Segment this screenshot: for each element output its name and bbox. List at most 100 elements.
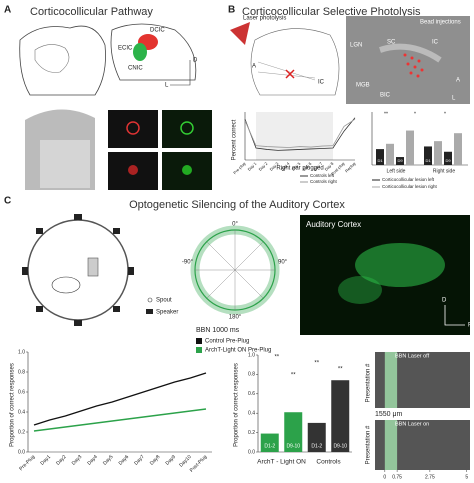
cortex-fluor (355, 243, 445, 287)
y-tick-label: 0.2 (248, 430, 255, 436)
fluor-image (162, 110, 212, 148)
polar-label: 0° (232, 222, 238, 228)
cnic-region (133, 43, 147, 61)
legend-label: Corticocollicular lesion left (382, 177, 435, 182)
x-tick-label: Day 3 (269, 160, 280, 171)
x-tick-label: 0 (383, 474, 386, 480)
band (256, 112, 333, 160)
x-tick-label: Day 2 (258, 160, 269, 171)
x-tick-label: 5 (465, 474, 468, 480)
x-tick-label: Day 8 (324, 160, 335, 171)
bar-label: D1-2 (311, 443, 322, 449)
band-label: Right ear plugged (276, 166, 323, 172)
image-label: Auditory Cortex (306, 220, 361, 229)
panel-letter: A (4, 5, 11, 16)
speaker-icon (146, 309, 153, 314)
photo-label: SC (387, 40, 396, 46)
x-tick-label: Day3 (71, 454, 84, 467)
compass (444, 305, 465, 326)
animal (51, 276, 81, 294)
axis-title: Proportion of correct responses (10, 363, 16, 447)
brain-diagram (250, 28, 340, 96)
significance: ** (291, 373, 296, 379)
panel-title: Optogenetic Silencing of the Auditory Co… (129, 199, 345, 211)
bar (284, 412, 303, 452)
y-tick-label: 0.4 (248, 411, 255, 417)
panel-title: Corticocollicular Selective Photolysis (242, 6, 421, 18)
legend-swatch (196, 338, 202, 344)
photo-label: LGN (350, 43, 362, 49)
legend-label: ArchT-Light ON Pre-Plug (205, 348, 271, 354)
bar-label: D9 (445, 158, 451, 163)
bar-label: D9 (397, 158, 403, 163)
axis-title: Presentation # (366, 425, 372, 464)
significance: ** (274, 355, 279, 361)
bar (386, 143, 394, 165)
axis-title: Proportion of correct responses (234, 363, 240, 447)
legend-label: Controls right (310, 179, 338, 184)
ic-outline (110, 23, 197, 81)
diagram-label: Laser photolysis (243, 16, 286, 22)
polar-grid (195, 230, 275, 310)
panel-title: Corticocollicular Pathway (30, 6, 153, 18)
significance: ** (384, 111, 388, 117)
y-tick-label: 0.6 (248, 391, 255, 397)
x-tick-label: Day 6 (302, 160, 313, 171)
bead-injections (403, 53, 424, 78)
bar-label: D9-10 (286, 443, 300, 449)
bar (434, 141, 442, 165)
micrograph-inset (40, 140, 90, 188)
stimulus-label: BBN 1000 ms (196, 327, 240, 334)
x-tick-label: Day 1 (247, 160, 258, 171)
line (244, 117, 356, 151)
brain-photo (346, 16, 470, 104)
brain-outline (19, 25, 106, 96)
bar-label: D1-2 (264, 443, 275, 449)
photo-texture (379, 43, 442, 63)
bar (424, 146, 432, 165)
x-tick-label: Day9 (165, 454, 178, 467)
compass-label: D (193, 58, 198, 64)
group-label: Controls (316, 459, 341, 466)
raster-label: BBN Laser on (395, 421, 429, 427)
legend-label: Speaker (156, 310, 178, 316)
x-tick-label: Day4 (86, 454, 99, 467)
x-tick-label: Day1 (39, 454, 52, 467)
bar (454, 133, 462, 165)
x-tick-label: 0.75 (392, 474, 402, 480)
y-tick-label: 0.2 (18, 429, 25, 435)
x-tick-label: Day 4 (280, 160, 291, 171)
cell (182, 165, 192, 175)
fit-line (33, 408, 207, 432)
spout-box (87, 257, 99, 277)
line (244, 118, 356, 148)
fluor-image (108, 110, 158, 148)
arena (27, 219, 129, 321)
x-tick-label: 2.75 (425, 474, 435, 480)
brain-outline (34, 44, 70, 73)
y-tick-label: 0.8 (248, 372, 255, 378)
x-tick-label: Day 5 (291, 160, 302, 171)
cell (126, 121, 140, 135)
cell (180, 121, 194, 135)
legend-label: Corticocollicular lesion right (382, 184, 438, 189)
x-tick-label: Replug (344, 161, 357, 174)
axis-title: Presentation # (366, 363, 372, 402)
panel-letter: C (4, 196, 11, 207)
legend-label: Controls left (310, 173, 335, 178)
bar (376, 149, 384, 165)
photo-label: BIC (380, 93, 391, 99)
compass-label: L (165, 83, 169, 89)
region-label: ECIC (118, 46, 133, 52)
y-tick-label: 0.4 (18, 409, 25, 415)
x-tick-label: Day8 (149, 454, 162, 467)
panel-letter: B (228, 5, 235, 16)
polar-label: -90° (182, 260, 194, 266)
stim-window (384, 420, 398, 470)
x-tick-label: Post-Plug (189, 454, 209, 474)
photo-label: IC (432, 40, 439, 46)
region-label: CNIC (128, 66, 143, 72)
diagram-label: IC (318, 80, 325, 86)
stim-window (384, 352, 398, 408)
